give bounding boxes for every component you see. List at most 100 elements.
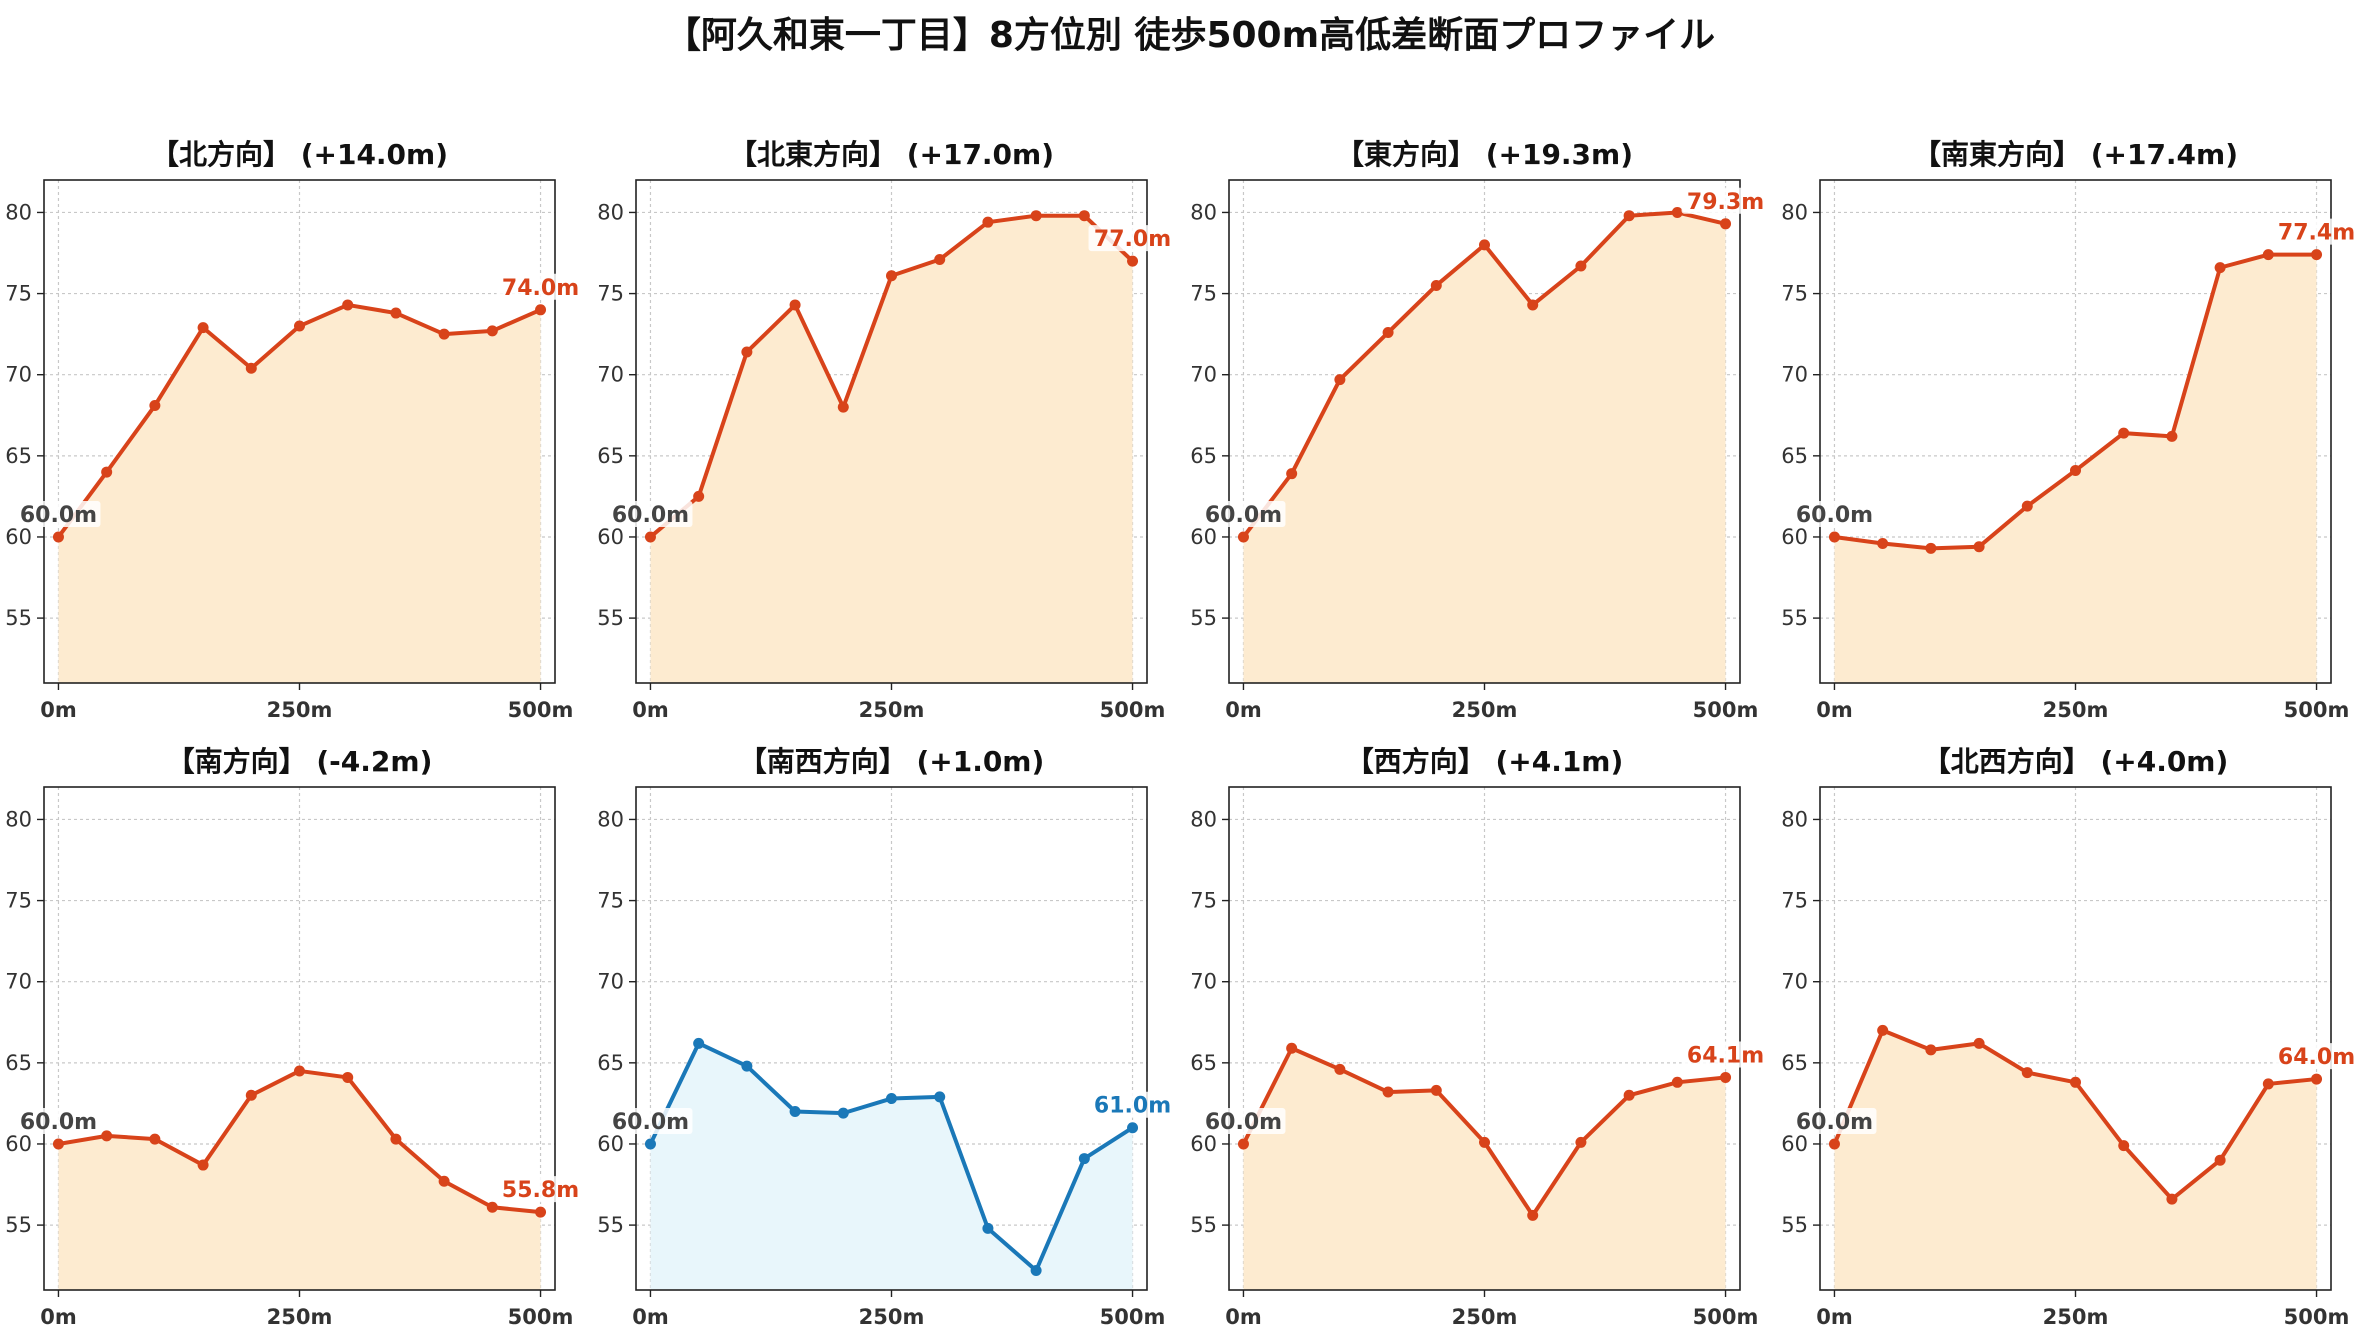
data-point <box>2070 464 2081 476</box>
data-point <box>101 1130 113 1142</box>
y-tick-label: 55 <box>1190 1213 1217 1237</box>
y-tick-label: 65 <box>1781 444 1808 468</box>
data-point <box>693 1037 705 1049</box>
data-point <box>982 1222 994 1234</box>
end-label-bg <box>496 1176 585 1203</box>
y-tick-label: 80 <box>1781 807 1808 831</box>
data-point <box>149 400 161 412</box>
data-point <box>886 270 897 282</box>
panel-4: 55 60 65 70 75 80 0m 250m 500m 【南方向】 (-4.2m) 60.0m… <box>5 745 585 1329</box>
panel-title: 【西方向】 (+4.1m) <box>1346 745 1624 778</box>
data-point <box>2214 262 2226 274</box>
y-tick-label: 80 <box>1190 200 1217 224</box>
y-tick-label: 75 <box>1781 282 1808 306</box>
data-point <box>2021 1067 2033 1079</box>
y-tick-label: 75 <box>5 282 32 306</box>
area-fill <box>650 215 1133 683</box>
data-point <box>644 531 656 543</box>
data-point <box>2118 427 2130 439</box>
data-point <box>982 216 994 228</box>
y-tick-label: 55 <box>1781 1213 1808 1237</box>
y-tick-label: 70 <box>1190 363 1217 387</box>
data-point <box>693 490 705 502</box>
y-tick-label: 65 <box>597 1051 624 1075</box>
y-tick-label: 80 <box>5 200 32 224</box>
y-tick-label: 65 <box>5 1051 32 1075</box>
data-point <box>1030 210 1042 222</box>
x-tick-label: 0m <box>1225 698 1262 722</box>
start-label: 60.0m <box>20 1110 97 1135</box>
y-tick-label: 80 <box>1781 200 1808 224</box>
y-tick-label: 65 <box>597 444 624 468</box>
y-tick-label: 70 <box>597 363 624 387</box>
panel-7: 55 60 65 70 75 80 0m 250m 500m 【北西方向】 (+4.0m) 60.0… <box>1781 745 2361 1329</box>
data-point <box>2311 249 2323 261</box>
start-label-bg <box>1792 1107 1877 1134</box>
area-fill <box>650 1043 1133 1290</box>
start-label-bg <box>16 1107 101 1134</box>
end-label-bg <box>1088 225 1177 252</box>
y-tick-label: 75 <box>5 889 32 913</box>
data-point <box>390 307 402 319</box>
data-point <box>2311 1073 2323 1085</box>
data-point <box>2214 1154 2226 1166</box>
data-point <box>2070 1076 2081 1088</box>
y-tick-label: 60 <box>5 1132 32 1156</box>
data-point <box>52 531 64 543</box>
data-point <box>1430 279 1442 291</box>
x-tick-label: 250m <box>859 698 925 722</box>
data-point <box>149 1133 161 1145</box>
panel-title: 【北東方向】 (+17.0m) <box>729 138 1054 171</box>
x-tick-label: 250m <box>859 1305 925 1329</box>
data-point <box>2262 1078 2274 1090</box>
y-tick-label: 60 <box>1781 525 1808 549</box>
end-label-bg <box>496 273 585 300</box>
data-point <box>1671 1076 1683 1088</box>
y-tick-label: 80 <box>597 200 624 224</box>
data-point <box>390 1133 402 1145</box>
x-tick-label: 0m <box>632 1305 669 1329</box>
data-point <box>1925 542 1937 554</box>
x-tick-label: 250m <box>267 1305 333 1329</box>
data-point <box>837 1107 849 1119</box>
end-label: 55.8m <box>502 1178 579 1203</box>
x-tick-label: 250m <box>1452 698 1518 722</box>
y-tick-label: 60 <box>1190 1132 1217 1156</box>
x-tick-label: 500m <box>1693 1305 1759 1329</box>
data-point <box>294 320 305 332</box>
x-tick-label: 500m <box>1100 1305 1166 1329</box>
x-tick-label: 250m <box>2043 698 2109 722</box>
y-tick-label: 70 <box>5 363 32 387</box>
x-tick-label: 250m <box>2043 1305 2109 1329</box>
y-tick-label: 70 <box>1781 970 1808 994</box>
start-label-bg <box>608 1107 693 1134</box>
x-tick-label: 500m <box>508 1305 574 1329</box>
x-tick-label: 0m <box>632 698 669 722</box>
data-point <box>741 346 753 358</box>
y-tick-label: 60 <box>1781 1132 1808 1156</box>
y-tick-label: 65 <box>1781 1051 1808 1075</box>
end-label-bg <box>1681 1041 1770 1068</box>
data-point <box>1720 1071 1732 1083</box>
y-tick-label: 70 <box>597 970 624 994</box>
y-tick-label: 80 <box>1190 807 1217 831</box>
data-point <box>1078 210 1090 222</box>
panel-title: 【南東方向】 (+17.4m) <box>1913 138 2238 171</box>
data-point <box>1527 1209 1539 1221</box>
data-point <box>789 1106 801 1118</box>
data-point <box>1127 255 1139 267</box>
data-point <box>1334 1063 1346 1075</box>
area-fill <box>58 1070 541 1290</box>
end-label-bg <box>2272 218 2361 245</box>
data-point <box>1828 531 1840 543</box>
end-label: 64.1m <box>1687 1043 1764 1068</box>
data-point <box>1877 537 1889 549</box>
data-point <box>197 1159 209 1171</box>
y-tick-label: 65 <box>5 444 32 468</box>
data-point <box>52 1138 64 1150</box>
start-label: 60.0m <box>612 1110 689 1135</box>
data-point <box>1973 1037 1985 1049</box>
end-label: 77.0m <box>1094 227 1171 252</box>
data-point <box>934 254 946 266</box>
